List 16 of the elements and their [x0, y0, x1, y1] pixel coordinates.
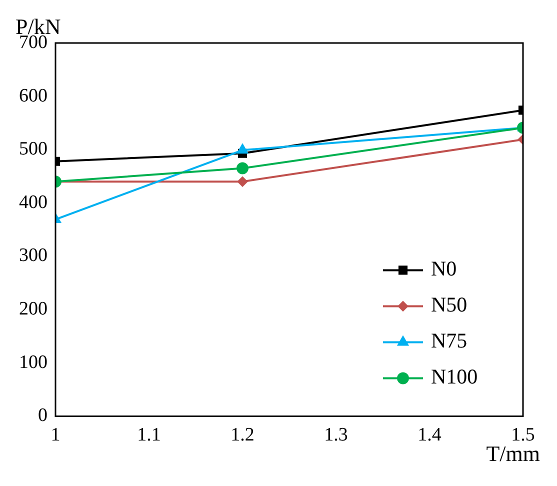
- x-tick-label: 1.3: [324, 424, 348, 446]
- y-tick-label: 100: [19, 352, 48, 373]
- y-tick-label: 500: [19, 138, 48, 160]
- legend-label: N50: [431, 292, 468, 317]
- y-tick-label: 200: [19, 298, 48, 320]
- y-tick-label: 300: [19, 245, 48, 266]
- legend-label: N0: [431, 256, 457, 281]
- legend-label: N75: [431, 328, 468, 353]
- x-tick-label: 1.1: [137, 424, 161, 446]
- x-tick-label: 1: [50, 424, 60, 446]
- y-tick-label: 400: [19, 192, 48, 213]
- x-tick-label: 1.4: [418, 424, 442, 446]
- y-tick-label: 600: [19, 85, 48, 106]
- y-tick-label: 0: [38, 405, 48, 426]
- x-tick-label: 1.2: [230, 424, 254, 446]
- legend-label: N100: [431, 364, 478, 389]
